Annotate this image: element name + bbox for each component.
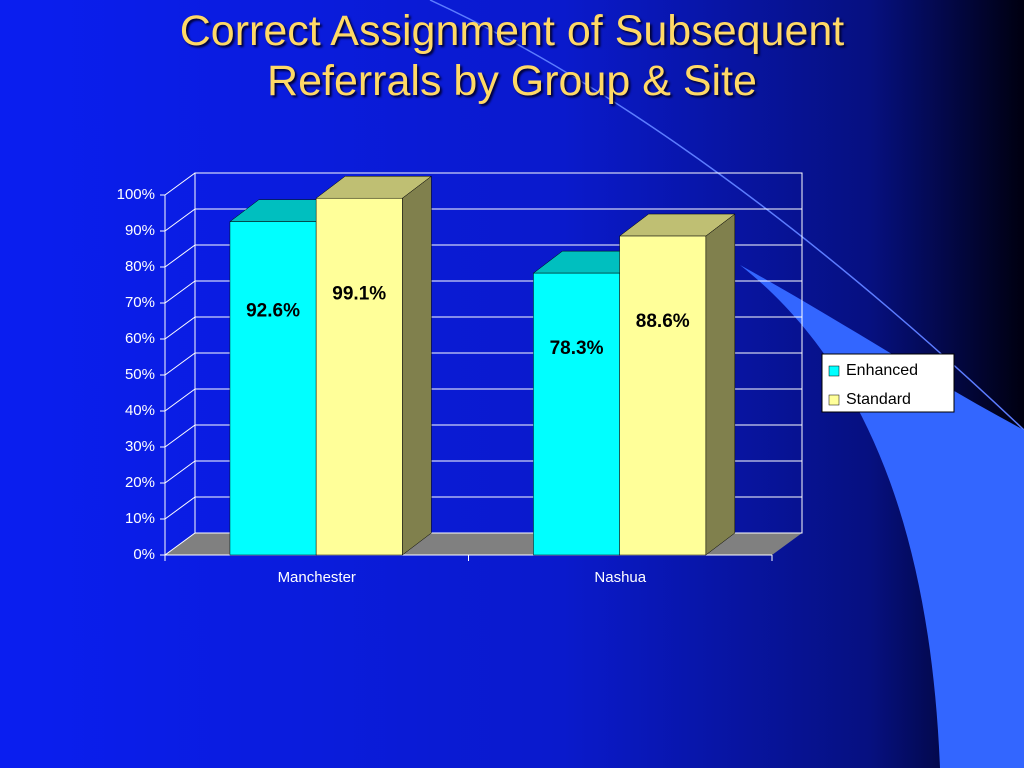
value-label: 92.6% [246, 301, 300, 322]
legend-swatch [828, 394, 840, 406]
y-tick-label: 60% [125, 330, 155, 347]
x-tick-label: Nashua [594, 569, 646, 586]
y-tick-label: 100% [117, 186, 155, 203]
y-tick-label: 30% [125, 438, 155, 455]
swoosh-line [429, 0, 1024, 431]
bar-side [705, 213, 736, 556]
y-tick-label: 10% [125, 510, 155, 527]
legend: Enhanced Standard [821, 353, 955, 413]
y-tick-label: 20% [125, 474, 155, 491]
legend-box [821, 353, 955, 413]
y-tick-label: 70% [125, 294, 155, 311]
slide-title: Correct Assignment of Subsequent Referra… [179, 7, 845, 105]
y-tick-label: 80% [125, 258, 155, 275]
y-tick-label: 40% [125, 402, 155, 419]
bar [619, 235, 707, 556]
grid-line [164, 244, 802, 268]
y-tick-label: 50% [125, 366, 155, 383]
value-label: 78.3% [550, 338, 604, 359]
legend-swatch [828, 365, 840, 377]
y-tick-label: 90% [125, 222, 155, 239]
grid-line [164, 172, 802, 196]
legend-label: Enhanced [846, 362, 918, 379]
y-tick-label: 0% [133, 546, 155, 563]
legend-label: Standard [846, 391, 911, 408]
bar [533, 272, 620, 556]
x-tick-label: Manchester [278, 569, 356, 586]
bar [315, 197, 403, 556]
grid-line [164, 208, 802, 232]
value-label: 88.6% [636, 311, 690, 332]
bar [229, 221, 317, 556]
value-label: 99.1% [332, 284, 386, 305]
bar-side [402, 175, 432, 556]
